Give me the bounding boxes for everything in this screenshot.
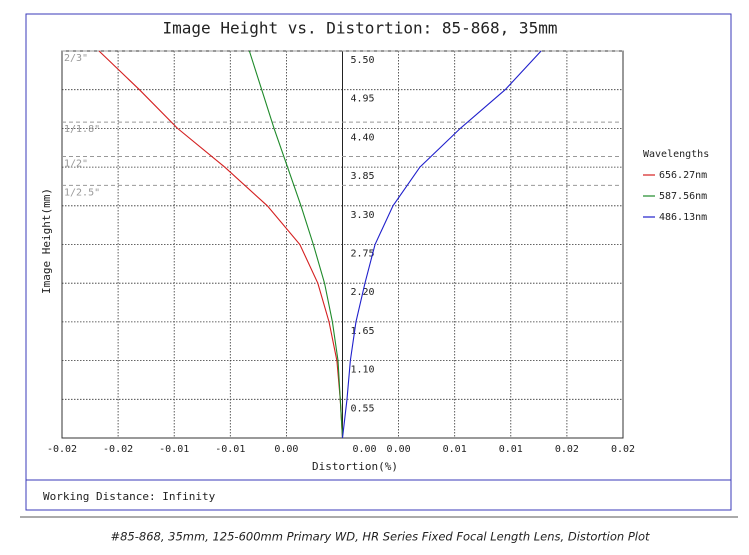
curve — [98, 50, 344, 439]
curve — [341, 50, 542, 439]
y-tick-label: 4.40 — [351, 132, 375, 143]
x-tick-label: -0.02 — [47, 444, 77, 455]
sensor-label: 1/2" — [64, 159, 88, 170]
legend-label: 486.13nm — [659, 212, 707, 223]
y-tick-label: 1.10 — [351, 365, 375, 376]
caption: #85-868, 35mm, 125-600mm Primary WD, HR … — [110, 530, 650, 544]
x-tick-label: 0.02 — [611, 444, 635, 455]
y-tick-label: 3.85 — [351, 171, 375, 182]
legend-label: 656.27nm — [659, 170, 707, 181]
x-tick-label: 0.01 — [499, 444, 523, 455]
outer-frame — [25, 13, 732, 511]
x-tick-label: 0.02 — [555, 444, 579, 455]
x-axis-label: Distortion(%) — [312, 460, 398, 473]
y-tick-label: 1.65 — [351, 326, 375, 337]
y-tick-label: 2.75 — [351, 249, 375, 260]
curve — [248, 50, 344, 439]
x-tick-label: -0.02 — [103, 444, 133, 455]
x-tick-label: 0.00 — [352, 444, 376, 455]
legend-label: 587.56nm — [659, 191, 707, 202]
y-tick-label: 5.50 — [351, 55, 375, 66]
chart-title: Image Height vs. Distortion: 85-868, 35m… — [163, 19, 558, 38]
legend-title: Wavelengths — [643, 149, 709, 160]
y-tick-label: 3.30 — [351, 210, 375, 221]
sensor-label: 2/3" — [64, 53, 88, 64]
sensor-label: 1/1.8" — [64, 124, 100, 135]
x-tick-label: 0.00 — [274, 444, 298, 455]
sensor-label: 1/2.5" — [64, 187, 100, 198]
y-tick-label: 4.95 — [351, 94, 375, 105]
x-tick-label: 0.00 — [387, 444, 411, 455]
x-tick-label: -0.01 — [159, 444, 189, 455]
x-tick-label: 0.01 — [443, 444, 467, 455]
working-distance: Working Distance: Infinity — [43, 490, 216, 503]
y-tick-label: 0.55 — [351, 403, 375, 414]
x-tick-label: -0.01 — [215, 444, 245, 455]
y-axis-label: Image Height(mm) — [40, 188, 53, 294]
